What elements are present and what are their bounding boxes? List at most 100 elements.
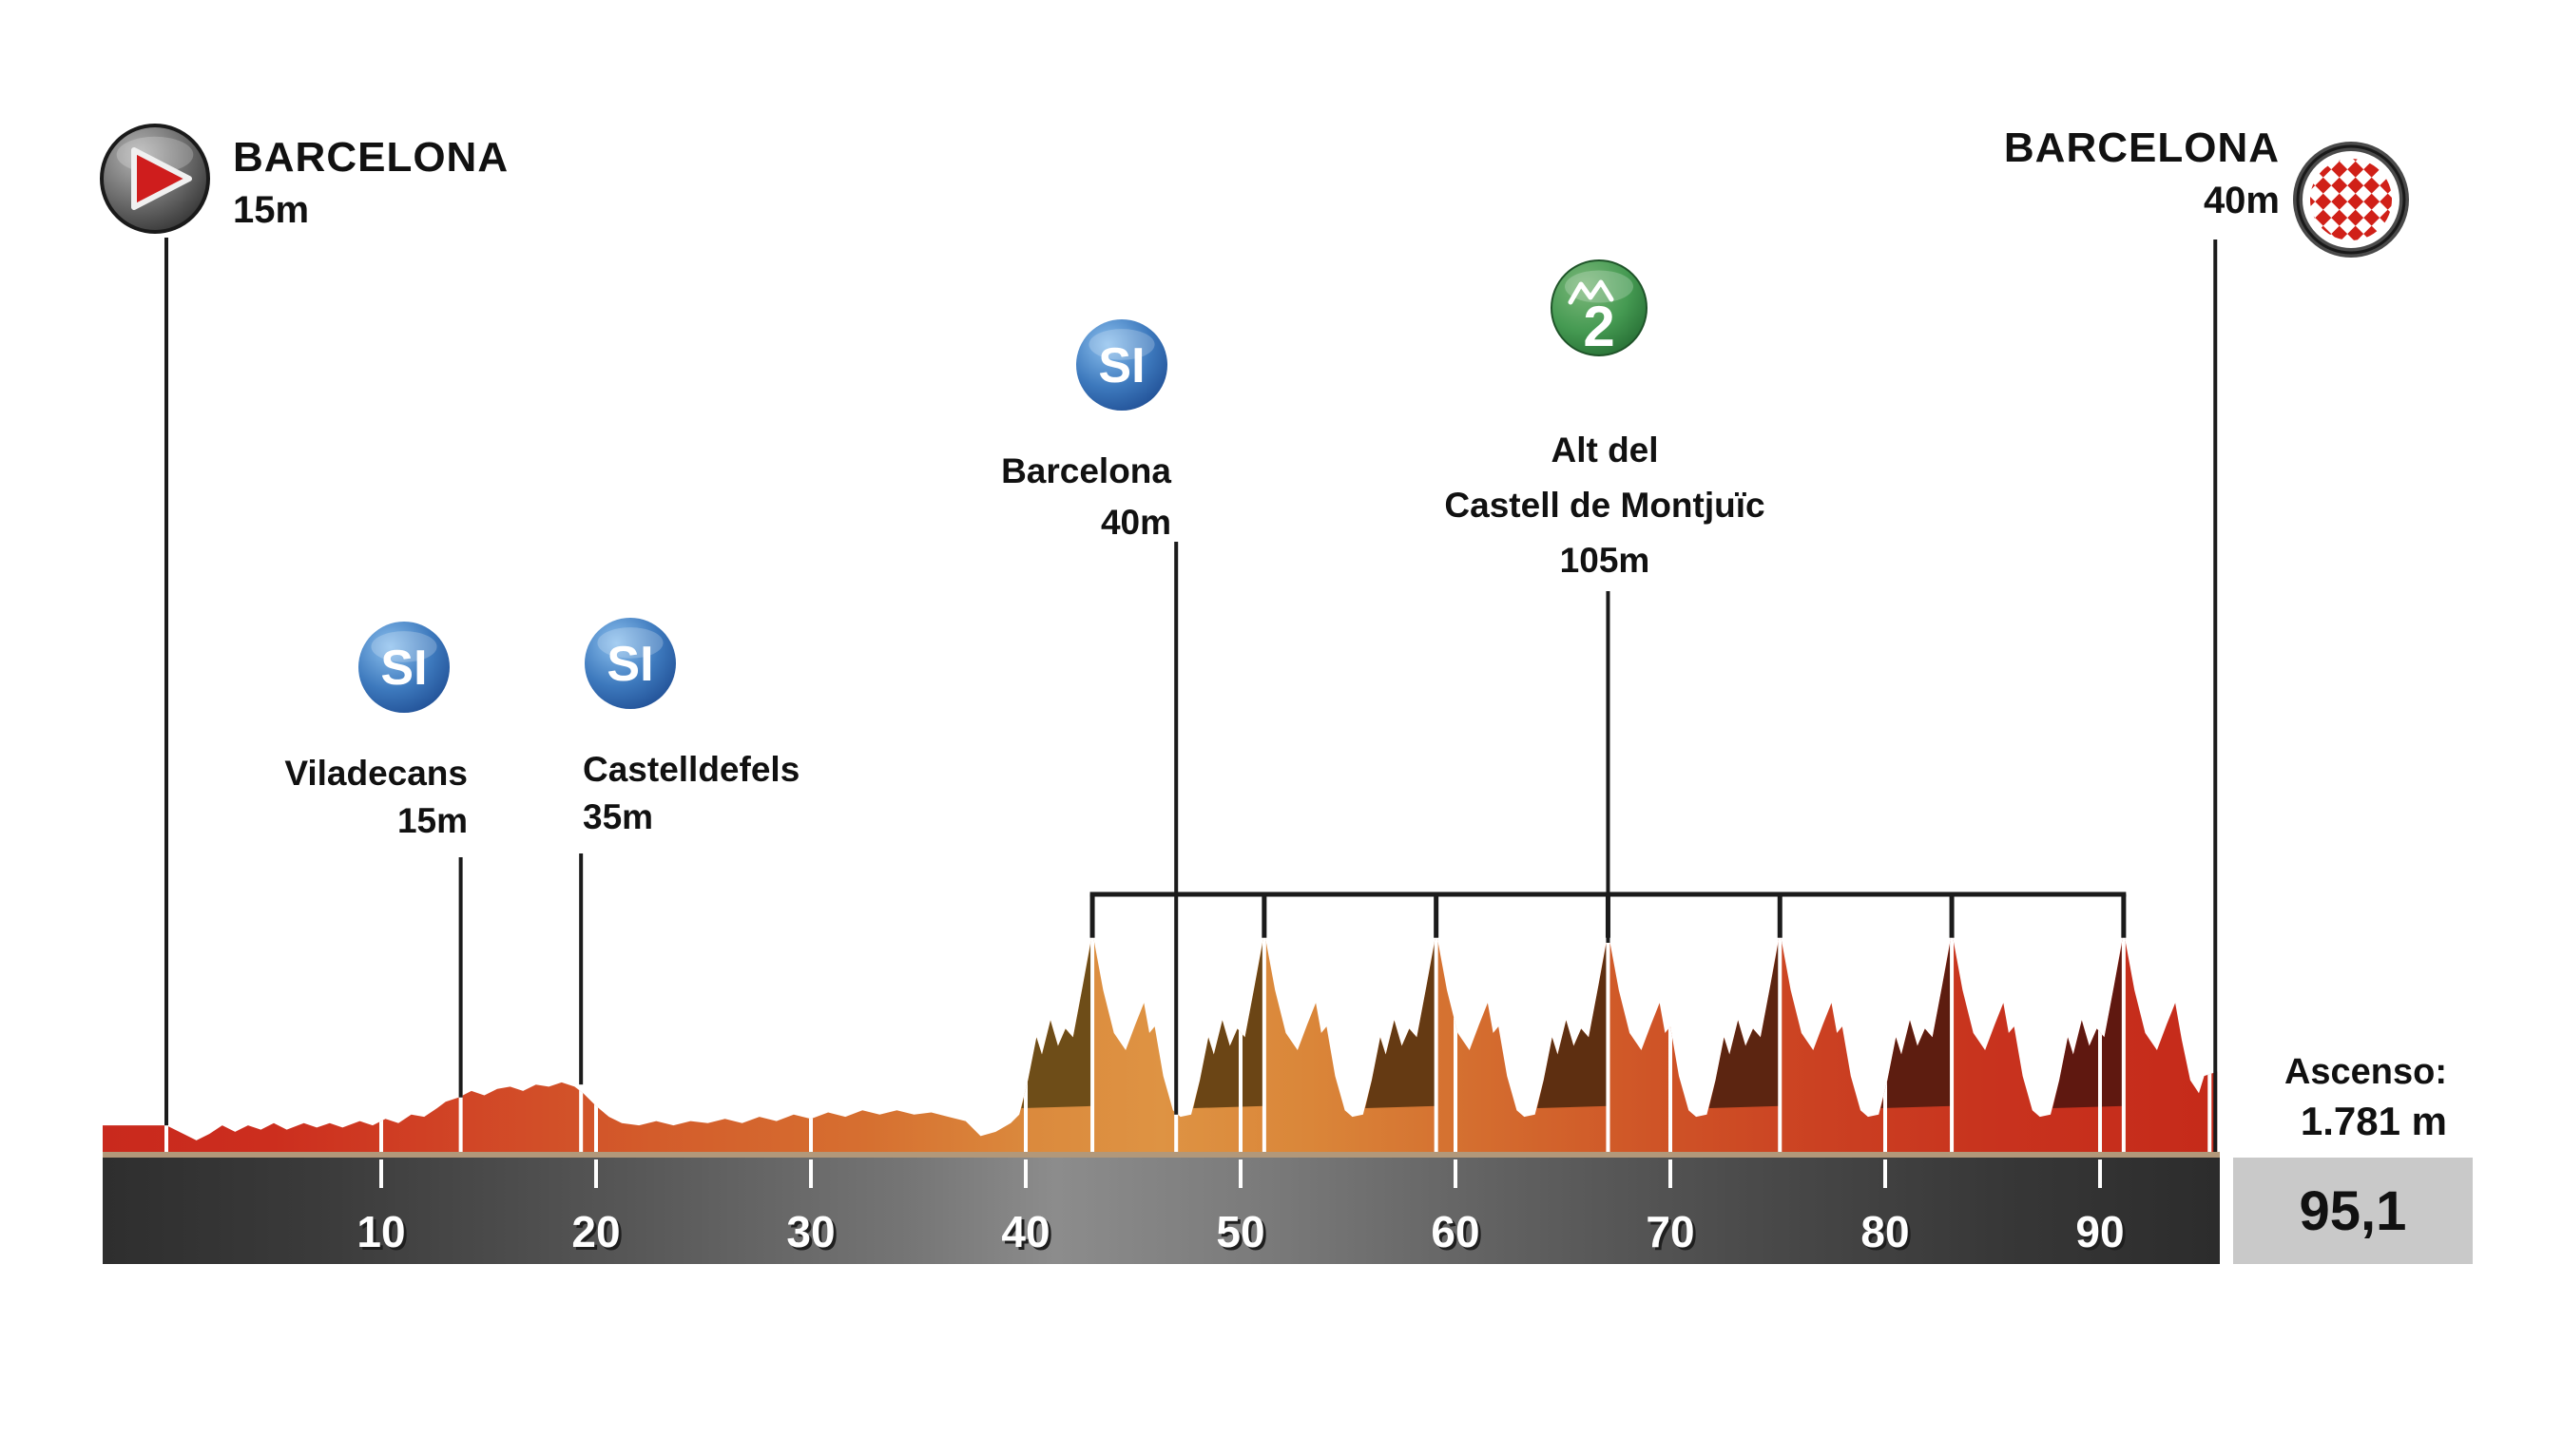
sprint-icon-circle [358,622,450,713]
climb-name-line2: Castell de Montjuïc [1444,486,1764,525]
km-tick-label: 90 [2075,1207,2124,1256]
sprint-marker-line-castelldefels [579,853,584,1085]
lap-line [1090,931,1095,1158]
start-name-label: BARCELONA [233,134,509,181]
summit-tick [1089,894,1095,938]
waypoint-name-castelldefels: Castelldefels [583,750,800,789]
icon-gloss [371,631,437,662]
km-tick-label-shadow: 80 [1863,1210,1912,1259]
lap-shadow [1879,934,1953,1113]
waypoint-name-viladecans: Viladecans [284,754,468,793]
km-grid-line [1239,931,1243,1158]
km-tick-label: 80 [1860,1207,1909,1256]
km-tick-label: 60 [1431,1207,1479,1256]
km-tick [1024,1159,1028,1188]
icon-gloss [1089,329,1155,360]
km-grid-line [809,931,813,1158]
sprint-icon [585,618,676,709]
axis-bar [103,1158,2220,1264]
mountain-icon [1568,279,1614,305]
lap-line [1778,931,1783,1158]
km-tick-label-shadow: 20 [574,1210,623,1259]
sprint-icon-text: SI [380,641,427,696]
climb-category-number: 2 [1583,295,1614,358]
finish-marker-line [2213,239,2218,1161]
summit-tick [1949,894,1955,938]
km-tick-label: 20 [571,1207,620,1256]
lap-line [1262,931,1266,1158]
sprint-icon [358,622,450,713]
lap-shadow [2052,934,2124,1113]
km-tick-label-shadow: 40 [1004,1210,1052,1259]
km-tick [379,1159,383,1188]
sprint-icon-text: SI [607,637,653,692]
km-grid-line [594,931,598,1158]
lap-shadow [1707,934,1781,1113]
km-tick-label: 70 [1646,1207,1694,1256]
waypoint-elevation-castelldefels: 35m [583,797,653,836]
km-tick-label-shadow: 60 [1434,1210,1482,1259]
sprint-marker-line-viladecans [458,857,463,1098]
start-icon [100,124,210,234]
total-distance-value: 95,1 [2300,1180,2407,1242]
lap-shadows [1020,934,2124,1113]
climb-cat2-icon [1551,259,1648,356]
lap-shadow [1192,934,1264,1113]
total-distance-box [2233,1158,2473,1264]
km-grid-line [1454,931,1457,1158]
km-grid-line [1883,931,1887,1158]
km-tick [1239,1159,1243,1188]
lap-line [2121,931,2126,1158]
summit-tick [1262,894,1267,938]
km-grid-line [2098,931,2102,1158]
km-tick-label-shadow: 90 [2078,1210,2127,1259]
km-grid-line [1024,931,1028,1158]
km-tick-label-shadow: 70 [1648,1210,1697,1259]
km-tick [1454,1159,1457,1188]
ascent-label: Ascenso: [2284,1052,2447,1092]
km-tick-label-shadow: 50 [1219,1210,1267,1259]
start-marker-line [164,238,168,1126]
marker-line-inner [1606,931,1610,1158]
waypoint-elevation-viladecans: 15m [397,801,468,840]
climb-icon-circle [1551,259,1648,356]
sprint-icon-circle [585,618,676,709]
profile-area [103,931,2218,1158]
marker-line-inner [2207,931,2212,1158]
finish-name-label: BARCELONA [2004,125,2280,171]
km-tick-label: 50 [1216,1207,1264,1256]
checkered-flag-icon [2310,159,2392,240]
icon-gloss [597,627,664,659]
km-tick [1668,1159,1672,1188]
waypoint-name-barcelona-sprint: Barcelona [1001,451,1171,490]
axis-baseline [103,1152,2220,1158]
lap-shadow [1535,934,1609,1113]
climb-name-line1: Alt del [1551,431,1658,469]
lap-shadow [1364,934,1436,1113]
climb-elevation-label: 105m [1560,541,1650,580]
sprint-icon-circle [1076,319,1167,411]
sprint-icon-text: SI [1098,338,1145,393]
km-tick [809,1159,813,1188]
km-tick-label: 30 [786,1207,835,1256]
km-tick-label-shadow: 30 [789,1210,838,1259]
summit-tick [2121,894,2127,938]
finish-icon-outline [2296,144,2406,255]
start-elevation-label: 15m [233,189,309,231]
km-tick [2098,1159,2102,1188]
km-tick [1883,1159,1887,1188]
lap-shadow [1020,934,1093,1113]
lap-line [1950,931,1955,1158]
km-tick-label: 10 [357,1207,405,1256]
finish-elevation-label: 40m [2204,180,2280,221]
lap-line [1434,931,1438,1158]
sprint-icon [1076,319,1167,411]
climb-marker-line-montjuic [1606,591,1610,943]
km-tick [594,1159,598,1188]
finish-icon [2293,142,2409,258]
km-tick-label-shadow: 10 [359,1210,408,1259]
summit-tick [1434,894,1439,938]
km-grid-line [1668,931,1672,1158]
